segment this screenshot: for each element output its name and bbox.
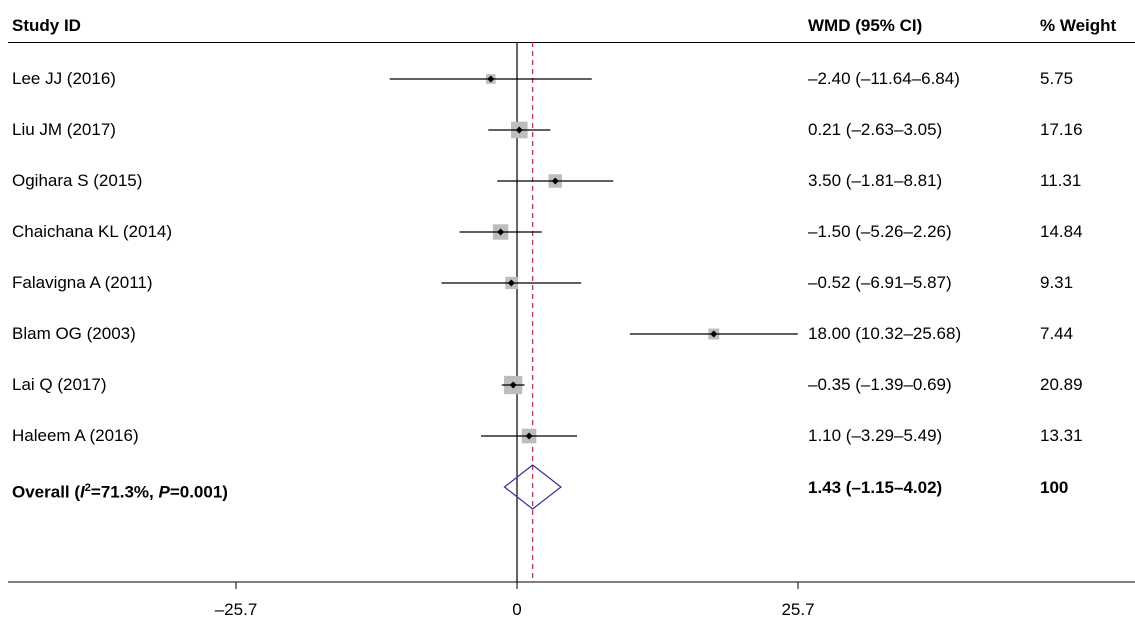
point-estimate-marker <box>551 177 559 185</box>
point-estimate-marker <box>525 432 533 440</box>
study-wmd: –0.52 (–6.91–5.87) <box>808 273 952 292</box>
study-weight: 20.89 <box>1040 375 1083 394</box>
study-name: Falavigna A (2011) <box>12 273 153 292</box>
x-tick-label: 0 <box>512 600 522 619</box>
point-estimate-marker <box>710 330 718 338</box>
study-weight: 7.44 <box>1040 324 1074 343</box>
header-divider <box>8 42 1135 43</box>
overall-label: Overall (I2=71.3%, P=0.001) <box>12 482 228 502</box>
study-wmd: 0.21 (–2.63–3.05) <box>808 120 943 139</box>
study-weight: 5.75 <box>1040 69 1074 88</box>
study-name: Chaichana KL (2014) <box>12 222 173 241</box>
study-weight: 13.31 <box>1040 426 1083 445</box>
overall-diamond <box>503 464 562 510</box>
study-name: Ogihara S (2015) <box>12 171 143 190</box>
study-wmd: 1.10 (–3.29–5.49) <box>808 426 943 445</box>
study-weight: 11.31 <box>1040 171 1082 190</box>
study-weight: 9.31 <box>1040 273 1074 292</box>
study-wmd: –1.50 (–5.26–2.26) <box>808 222 952 241</box>
point-estimate-marker <box>497 228 505 236</box>
x-tick-label: –25.7 <box>214 600 258 619</box>
study-id-header: Study ID <box>12 16 81 35</box>
study-wmd: 3.50 (–1.81–8.81) <box>808 171 943 190</box>
study-name: Lee JJ (2016) <box>12 69 116 88</box>
x-tick-label: 25.7 <box>781 600 815 619</box>
point-estimate-marker <box>509 381 517 389</box>
point-estimate-marker <box>507 279 515 287</box>
point-estimate-marker <box>487 75 495 83</box>
study-name: Blam OG (2003) <box>12 324 136 343</box>
study-wmd: –2.40 (–11.64–6.84) <box>808 69 960 88</box>
study-weight: 17.16 <box>1040 120 1083 139</box>
study-wmd: –0.35 (–1.39–0.69) <box>808 375 952 394</box>
overall-wmd: 1.43 (–1.15–4.02) <box>808 478 943 497</box>
study-name: Haleem A (2016) <box>12 426 139 445</box>
weight-header: % Weight <box>1040 16 1117 35</box>
overall-weight: 100 <box>1040 478 1069 497</box>
study-weight: 14.84 <box>1040 222 1083 241</box>
point-estimate-marker <box>515 126 523 134</box>
study-wmd: 18.00 (10.32–25.68) <box>808 324 962 343</box>
wmd-header: WMD (95% CI) <box>808 16 923 35</box>
study-name: Lai Q (2017) <box>12 375 107 394</box>
study-name: Liu JM (2017) <box>12 120 116 139</box>
